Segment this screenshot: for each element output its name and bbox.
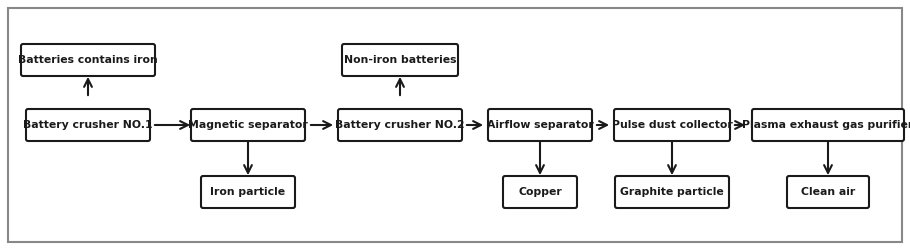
Text: Battery crusher NO.1: Battery crusher NO.1: [24, 120, 153, 130]
FancyBboxPatch shape: [752, 109, 904, 141]
FancyBboxPatch shape: [615, 176, 729, 208]
Text: Plasma exhaust gas purifier: Plasma exhaust gas purifier: [743, 120, 910, 130]
FancyBboxPatch shape: [787, 176, 869, 208]
FancyBboxPatch shape: [201, 176, 295, 208]
FancyBboxPatch shape: [342, 44, 458, 76]
Text: Copper: Copper: [518, 187, 561, 197]
Text: Graphite particle: Graphite particle: [620, 187, 723, 197]
Text: Airflow separator: Airflow separator: [487, 120, 593, 130]
FancyBboxPatch shape: [614, 109, 730, 141]
Text: Non-iron batteries: Non-iron batteries: [344, 55, 456, 65]
Text: Pulse dust collector: Pulse dust collector: [612, 120, 733, 130]
FancyBboxPatch shape: [26, 109, 150, 141]
FancyBboxPatch shape: [21, 44, 155, 76]
Text: Magnetic separator: Magnetic separator: [188, 120, 308, 130]
FancyBboxPatch shape: [338, 109, 462, 141]
Text: Clean air: Clean air: [801, 187, 855, 197]
Text: Batteries contains iron: Batteries contains iron: [18, 55, 157, 65]
Text: Battery crusher NO.2: Battery crusher NO.2: [335, 120, 465, 130]
FancyBboxPatch shape: [503, 176, 577, 208]
FancyBboxPatch shape: [488, 109, 592, 141]
FancyBboxPatch shape: [191, 109, 305, 141]
Text: Iron particle: Iron particle: [210, 187, 286, 197]
